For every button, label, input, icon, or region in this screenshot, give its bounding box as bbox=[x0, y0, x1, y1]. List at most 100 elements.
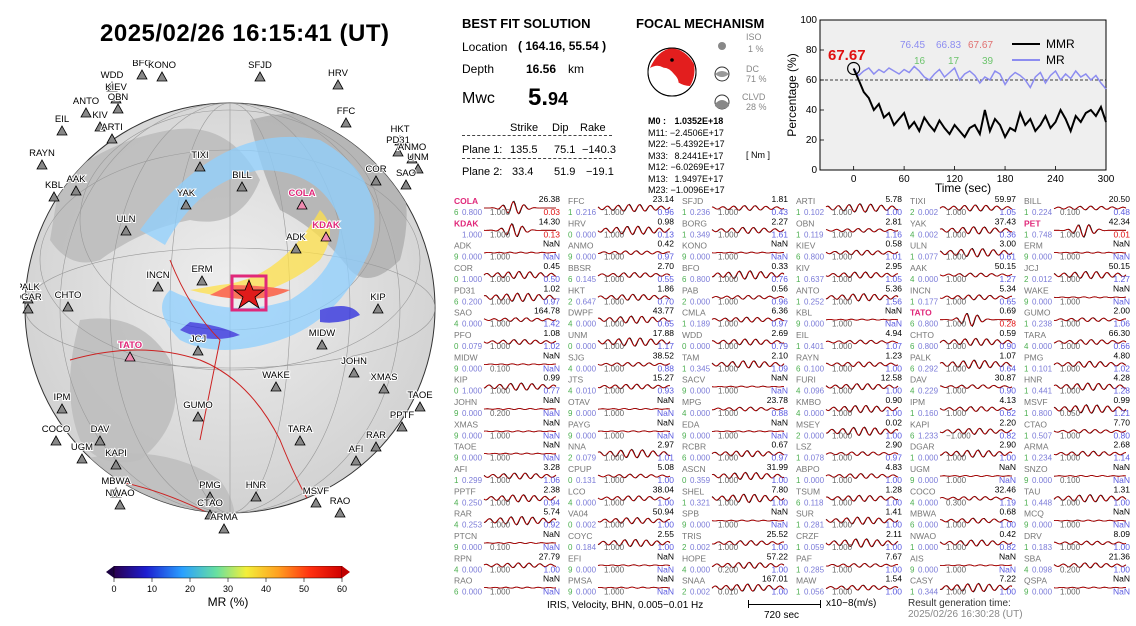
station-shift: 0.000 bbox=[462, 253, 483, 262]
station-ratio: 1.56 bbox=[885, 296, 902, 306]
station-name: PPTF bbox=[454, 486, 476, 496]
station-vr: NaN bbox=[771, 239, 788, 249]
synthetic-waveform bbox=[1053, 494, 1127, 503]
event-time-title: 2025/02/26 16:15:41 (UT) bbox=[100, 20, 390, 47]
station-name: CMLA bbox=[682, 308, 706, 318]
station-trace-cell: KBL NaN 9 0.000 1.000 NaN bbox=[796, 306, 902, 329]
station-factor: 1.000 bbox=[946, 297, 967, 306]
station-weight: 1 bbox=[796, 208, 801, 217]
station-factor: 1.000 bbox=[718, 454, 739, 463]
station-trace-cell: MSVF 0.99 1 0.800 0.050 1.21 bbox=[1024, 395, 1130, 418]
best-fit-panel: BEST FIT SOLUTION Location ( 164.16, 55.… bbox=[462, 12, 642, 198]
station-ratio: 0.48 bbox=[1113, 207, 1130, 217]
m0-value: 1.0352E+18 bbox=[674, 116, 724, 126]
station-factor: 1.000 bbox=[1060, 431, 1081, 440]
synthetic-waveform bbox=[597, 294, 671, 301]
station-ratio: 0.80 bbox=[1113, 430, 1130, 440]
station-trace-cell: AFI 3.28 1 0.299 1.000 1.06 bbox=[454, 462, 560, 485]
station-ratio: 0.90 bbox=[999, 386, 1016, 396]
station-vr: 7.67 bbox=[885, 551, 902, 561]
station-shift: 0.096 bbox=[804, 387, 825, 396]
station-name: PET bbox=[1024, 218, 1041, 228]
station-name: CTAO bbox=[1024, 419, 1047, 429]
plane2-label: Plane 2: bbox=[462, 166, 503, 178]
station-trace-cell: ARMA 2.68 1 0.234 1.000 1.14 bbox=[1024, 440, 1130, 463]
station-shift: 0.359 bbox=[690, 476, 711, 485]
station-vr: 1.02 bbox=[543, 283, 560, 293]
station-name: KMBO bbox=[796, 397, 821, 407]
station-factor: 0.200 bbox=[718, 565, 739, 574]
station-weight: 2 bbox=[910, 208, 915, 217]
mr-plot-area bbox=[819, 19, 1107, 171]
station-name: EIL bbox=[796, 330, 809, 340]
station-factor: 1.000 bbox=[1060, 498, 1081, 507]
station-shift: 0.000 bbox=[1032, 253, 1053, 262]
station-name: TRIS bbox=[682, 531, 702, 541]
observed-waveform bbox=[711, 270, 785, 280]
station-factor: 1.000 bbox=[946, 230, 967, 239]
station-vr: NaN bbox=[999, 551, 1016, 561]
map-station-label: RAR bbox=[366, 430, 386, 441]
synthetic-waveform bbox=[711, 317, 785, 323]
station-factor: 1.000 bbox=[946, 364, 967, 373]
station-weight: 4 bbox=[454, 565, 459, 574]
station-name: MIDW bbox=[454, 352, 478, 362]
station-weight: 1 bbox=[682, 498, 687, 507]
station-factor: 1.000 bbox=[1060, 364, 1081, 373]
series-line-mmr bbox=[852, 68, 1107, 140]
colorbar-tick-label: 60 bbox=[337, 584, 347, 594]
synthetic-waveform bbox=[825, 318, 899, 321]
map-station-label: INCN bbox=[146, 270, 169, 281]
station-weight: 9 bbox=[682, 431, 687, 440]
station-vr: 2.97 bbox=[657, 440, 674, 450]
station-ratio: 0.93 bbox=[657, 386, 674, 396]
station-factor: 0.200 bbox=[490, 409, 511, 418]
dc-label: DC bbox=[746, 64, 759, 74]
synthetic-waveform bbox=[1054, 251, 1127, 254]
station-name: JOHN bbox=[454, 397, 477, 407]
map-station-label: KDAK bbox=[312, 220, 340, 231]
station-factor: 1.000 bbox=[604, 253, 625, 262]
station-factor: 1.000 bbox=[718, 364, 739, 373]
station-shift: 0.285 bbox=[804, 565, 825, 574]
station-weight: 4 bbox=[796, 409, 801, 418]
station-name: CHTO bbox=[910, 330, 934, 340]
synthetic-waveform bbox=[711, 270, 785, 280]
col-strike: Strike bbox=[510, 122, 539, 134]
station-ratio: NaN bbox=[771, 252, 788, 262]
station-weight: 1 bbox=[910, 409, 915, 418]
station-name: PTCN bbox=[454, 531, 477, 541]
station-triangle-icon bbox=[348, 367, 360, 378]
station-weight: 6 bbox=[682, 275, 687, 284]
station-trace-cell: SUR 1.41 1 0.281 1.000 1.00 bbox=[796, 507, 902, 530]
clvd-label: CLVD bbox=[742, 92, 766, 102]
station-trace-cell: RPN 27.79 4 0.000 1.000 1.00 bbox=[454, 551, 560, 574]
station-trace-cell: SPB NaN 9 0.000 1.000 NaN bbox=[682, 507, 788, 530]
station-ratio: NaN bbox=[1113, 520, 1130, 530]
station-shift: 0.000 bbox=[690, 454, 711, 463]
map-station-label: ARTI bbox=[101, 122, 122, 133]
station-trace-cell: TRIS 25.52 2 0.002 1.000 1.00 bbox=[682, 529, 788, 552]
station-trace-cell: CASY 7.22 1 0.344 1.000 1.00 bbox=[910, 574, 1016, 596]
station-name: XMAS bbox=[454, 419, 478, 429]
synthetic-waveform bbox=[1053, 519, 1126, 522]
station-shift: 0.160 bbox=[918, 409, 939, 418]
station-name: NNA bbox=[568, 442, 586, 452]
station-trace-cell: TARA 66.30 4 0.000 1.000 0.66 bbox=[1024, 328, 1130, 351]
station-factor: −1.000 bbox=[946, 431, 971, 440]
station-name: HOPE bbox=[682, 553, 706, 563]
station-vr: NaN bbox=[999, 462, 1016, 472]
station-factor: 1.000 bbox=[946, 588, 967, 596]
station-weight: 9 bbox=[454, 454, 459, 463]
station-vr: 2.90 bbox=[999, 440, 1016, 450]
station-factor: 1.000 bbox=[718, 253, 739, 262]
station-vr: 0.68 bbox=[999, 507, 1016, 517]
station-factor: 1.000 bbox=[1060, 253, 1081, 262]
station-ratio: NaN bbox=[543, 587, 560, 596]
station-vr: 5.78 bbox=[885, 194, 902, 204]
y-axis-label: Percentage (%) bbox=[786, 53, 799, 136]
station-triangle-icon bbox=[372, 303, 384, 314]
synthetic-waveform bbox=[711, 338, 785, 346]
station-name: MSEY bbox=[796, 419, 820, 429]
station-name: MPG bbox=[682, 397, 701, 407]
